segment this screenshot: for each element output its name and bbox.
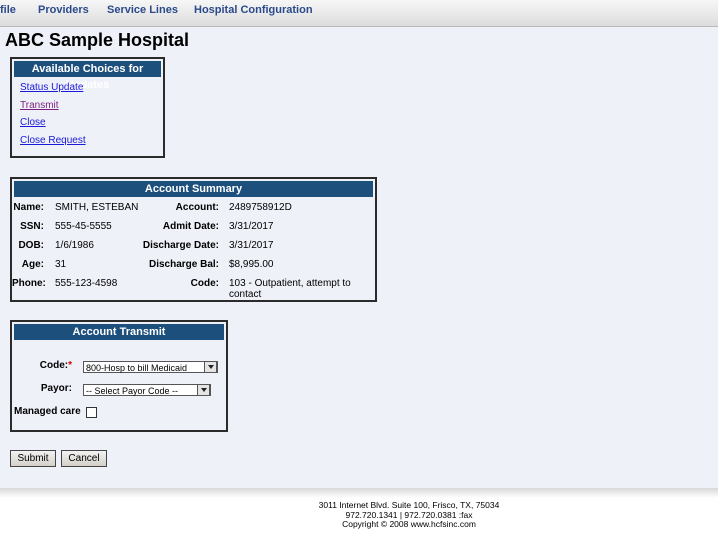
cancel-button[interactable]: Cancel [61,450,107,467]
footer: 3011 Internet Blvd. Suite 100, Frisco, T… [0,488,718,540]
field-label: Name: [13,202,44,213]
code-select[interactable]: 800-Hosp to bill Medicaid [83,361,218,373]
field-value: 3/31/2017 [229,240,274,251]
link[interactable]: Close Request [20,135,86,146]
field-value: 2489758912D [229,202,292,213]
payor-select[interactable]: -- Select Payor Code -- [83,384,211,396]
top-nav: file Providers Service Lines Hospital Co… [0,0,718,27]
nav-item[interactable]: Hospital Configuration [194,4,313,16]
field-label: Discharge Date: [142,240,219,251]
page-title: ABC Sample Hospital [5,30,190,50]
nav-item[interactable]: Providers [38,4,89,16]
field-label: Phone: [12,278,46,289]
dropdown-arrow [204,361,217,373]
submit-button[interactable]: Submit [10,450,56,467]
field-label: Code:* [12,360,72,371]
box-header: Account Summary [14,181,373,197]
transmit-box: Account Transmit Code:* 800-Hosp to bill… [10,320,228,432]
checkbox[interactable] [86,407,97,418]
footer-line: 972.720.1341 | 972.720.0381 :fax [345,510,473,520]
field-label: Discharge Bal: [148,259,219,270]
dropdown-arrow [197,384,210,396]
link[interactable]: Transmit [20,100,59,111]
field-value: 103 - Outpatient, attempt to contact [229,278,351,300]
field-value: 555-123-4598 [55,278,118,289]
field-label: Managed care [14,406,81,417]
footer-line: Copyright © 2008 www.hcfsinc.com [342,519,476,529]
field-value: 31 [55,259,67,270]
footer-line: 3011 Internet Blvd. Suite 100, Frisco, T… [318,500,500,510]
box-header: Available Choices for Updates [14,61,161,91]
field-value: SMITH, ESTEBAN [55,202,139,213]
field-label: SSN: [20,221,44,232]
label-text: Code: [39,360,69,371]
box-header: Account Transmit [14,324,224,340]
link[interactable]: Status Update [20,82,84,93]
field-label: Code: [190,278,219,289]
field-label: Payor: [40,383,72,394]
field-label: DOB: [18,240,44,251]
required-mark: * [68,360,72,371]
field-value: $8,995.00 [229,259,274,270]
field-label: Age: [21,259,44,270]
nav-item[interactable]: file [0,4,16,16]
field-label: Admit Date: [162,221,219,232]
summary-box: Account Summary Name: SMITH, ESTEBAN Accou… [10,177,377,302]
nav-item[interactable]: Service Lines [107,4,178,16]
field-label: Account: [175,202,219,213]
link[interactable]: Close [20,117,46,128]
field-value: 555-45-5555 [55,221,112,232]
select-value: -- Select Payor Code -- [86,386,179,396]
select-value: 800-Hosp to bill Medicaid [86,363,188,373]
field-value: 3/31/2017 [229,221,274,232]
field-value: 1/6/1986 [55,240,94,251]
choices-box: Available Choices for Updates Status Upd… [10,57,165,158]
